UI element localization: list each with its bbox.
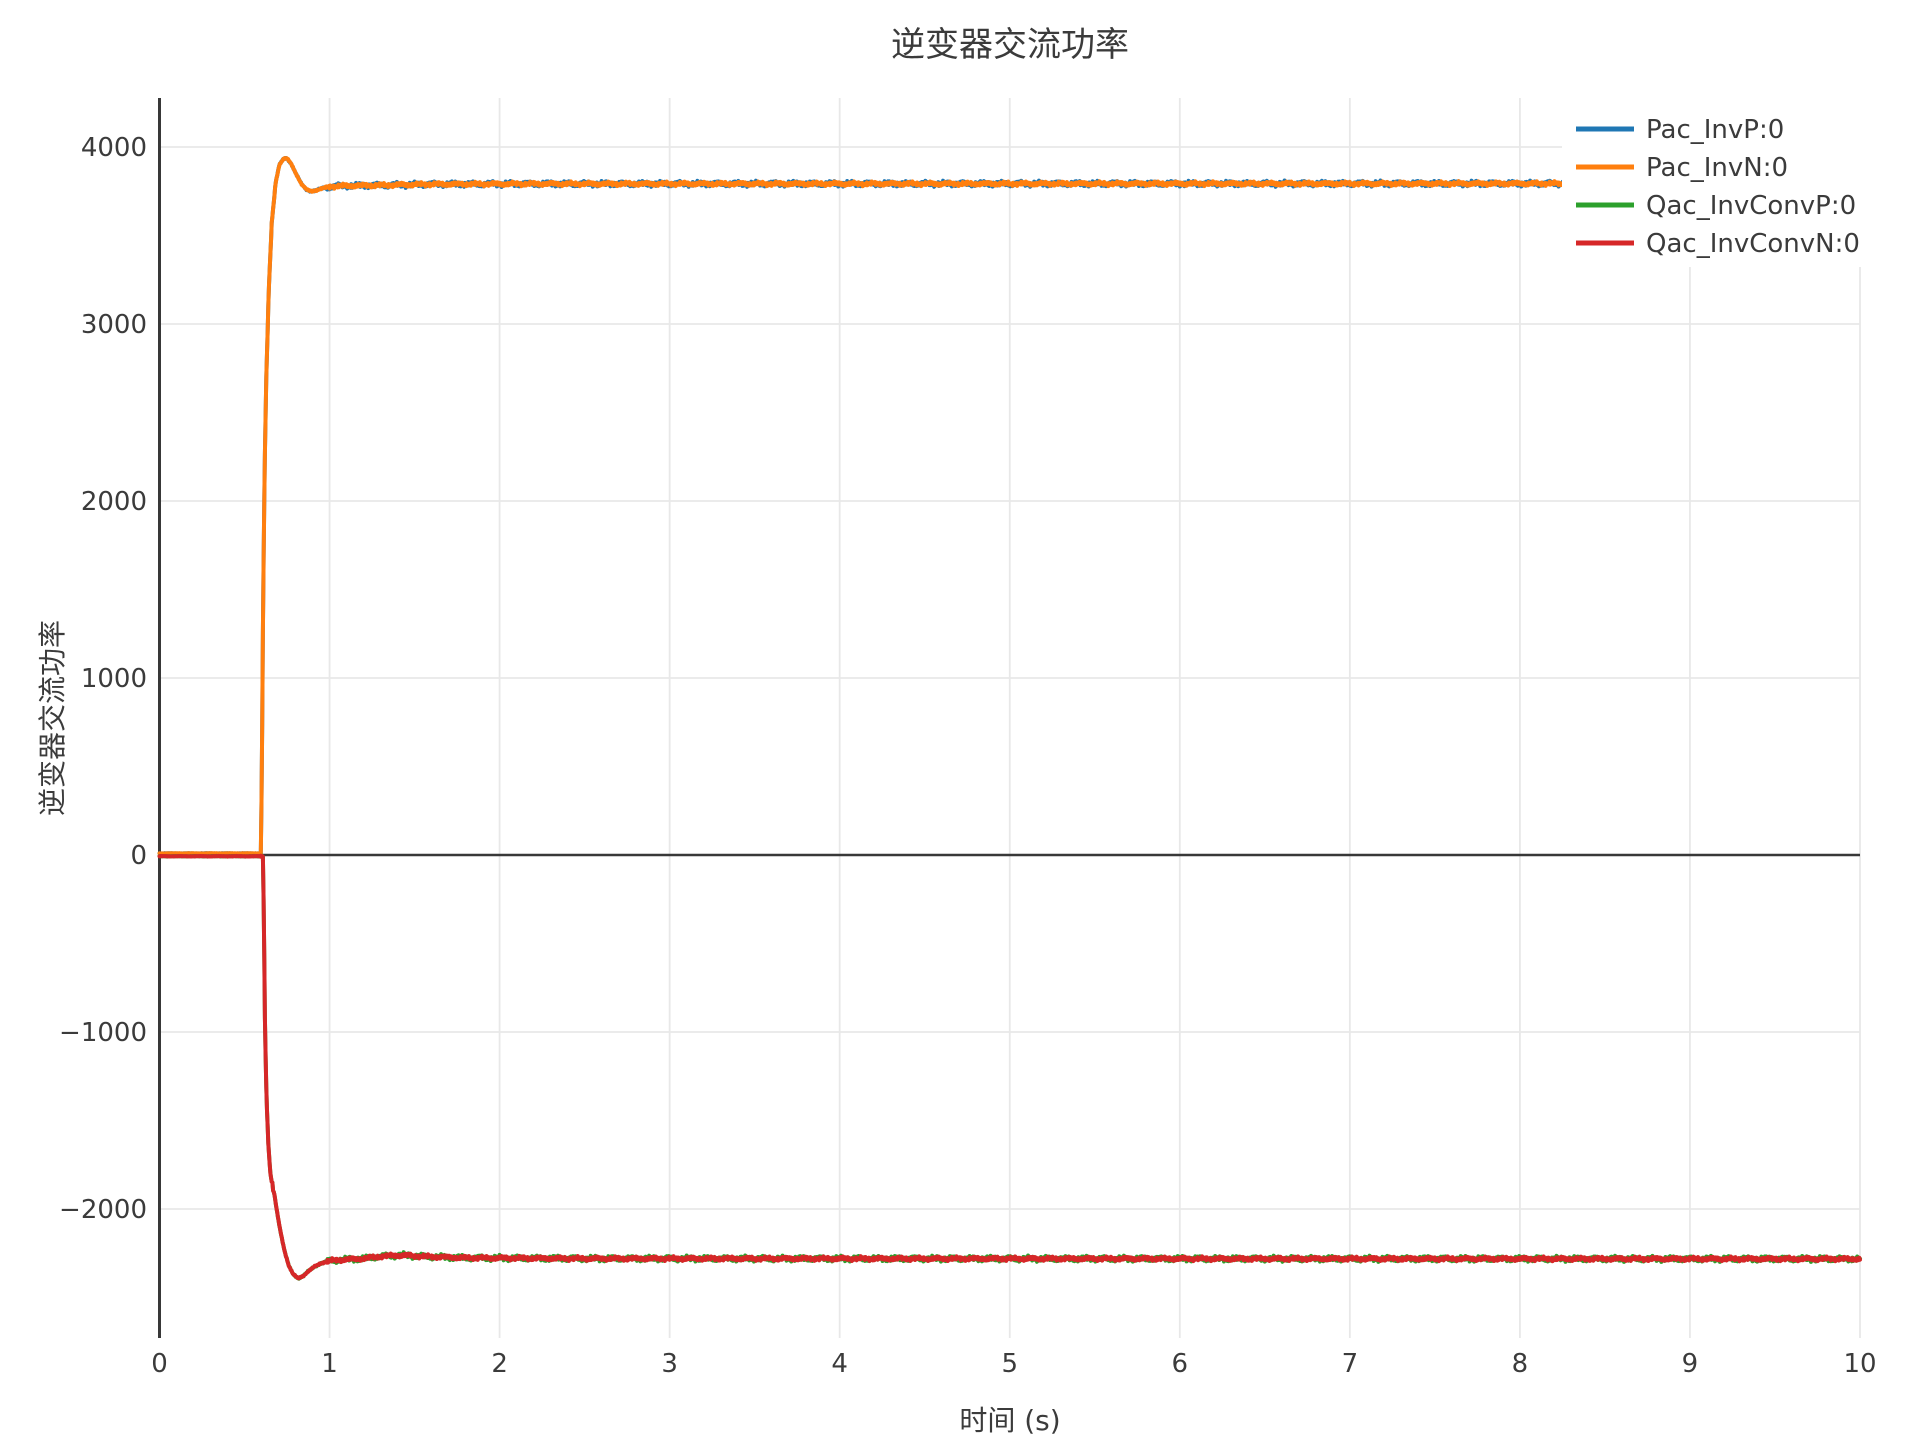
chart-title: 逆变器交流功率 bbox=[891, 25, 1129, 65]
series-line-Qac-InvConvN-0 bbox=[157, 853, 1862, 1281]
y-tick-label: −2000 bbox=[59, 1195, 147, 1225]
y-tick-label: 1000 bbox=[81, 664, 147, 694]
x-tick-label: 3 bbox=[661, 1349, 678, 1379]
legend-item-Pac-InvP-0: Pac_InvP:0 bbox=[1576, 115, 1784, 145]
x-tick-label: 7 bbox=[1342, 1349, 1359, 1379]
x-axis-label: 时间 (s) bbox=[959, 1404, 1060, 1437]
legend-label: Qac_InvConvP:0 bbox=[1646, 191, 1856, 221]
tick-labels: 0 1 2 3 4 5 6 7 8 9 10 −2000 −1000 0 1000 2000 3000 4000 bbox=[59, 133, 1877, 1379]
x-tick-label: 2 bbox=[491, 1349, 508, 1379]
x-tick-label: 9 bbox=[1682, 1349, 1699, 1379]
y-tick-label: 3000 bbox=[81, 310, 147, 340]
y-tick-label: 4000 bbox=[81, 133, 147, 163]
axis-layer bbox=[158, 98, 1860, 1338]
legend-background bbox=[1562, 95, 1880, 267]
y-tick-label: 2000 bbox=[81, 487, 147, 517]
x-tick-label: 4 bbox=[831, 1349, 848, 1379]
x-tick-label: 0 bbox=[151, 1349, 168, 1379]
legend-label: Qac_InvConvN:0 bbox=[1646, 229, 1860, 259]
x-tick-label: 6 bbox=[1172, 1349, 1189, 1379]
x-tick-label: 5 bbox=[1001, 1349, 1018, 1379]
legend: Pac_InvP:0 Pac_InvN:0 Qac_InvConvP:0 Qac_In… bbox=[1562, 95, 1880, 267]
x-tick-label: 1 bbox=[321, 1349, 338, 1379]
x-tick-label: 8 bbox=[1512, 1349, 1529, 1379]
x-tick-label: 10 bbox=[1843, 1349, 1876, 1379]
legend-item-Qac-InvConvP-0: Qac_InvConvP:0 bbox=[1576, 191, 1856, 221]
y-axis-label: 逆变器交流功率 bbox=[36, 620, 69, 816]
legend-label: Pac_InvP:0 bbox=[1646, 115, 1784, 145]
legend-item-Pac-InvN-0: Pac_InvN:0 bbox=[1576, 153, 1788, 183]
legend-item-Qac-InvConvN-0: Qac_InvConvN:0 bbox=[1576, 229, 1860, 259]
legend-label: Pac_InvN:0 bbox=[1646, 153, 1788, 183]
y-tick-label: 0 bbox=[130, 841, 147, 871]
y-tick-label: −1000 bbox=[59, 1018, 147, 1048]
